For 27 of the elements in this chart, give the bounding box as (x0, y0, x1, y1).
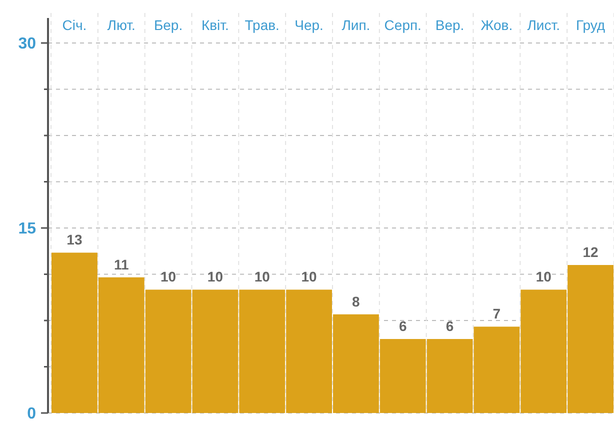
x-tick-label: Квіт. (201, 17, 229, 33)
data-label: 11 (114, 256, 129, 272)
x-tick-label: Серп. (384, 17, 422, 33)
y-tick-label: 0 (27, 406, 36, 423)
data-label: 6 (398, 318, 407, 334)
data-label: 7 (492, 306, 501, 322)
x-tick-label: Лип. (342, 17, 370, 33)
x-tick-label: Трав. (244, 17, 280, 33)
data-label: 8 (352, 293, 360, 310)
data-label: 12 (582, 244, 599, 260)
y-tick-label: 15 (18, 220, 36, 238)
data-label: 10 (536, 268, 552, 285)
x-tick-label: Січ. (62, 17, 87, 33)
data-label: 10 (207, 268, 224, 285)
data-label: 13 (66, 232, 82, 248)
x-tick-label: Лют. (107, 17, 136, 33)
x-tick-label: Чер. (294, 17, 324, 33)
x-tick-label: Груд (576, 17, 606, 33)
data-label: 6 (446, 318, 454, 334)
data-label: 10 (301, 268, 318, 285)
y-tick-label: 30 (18, 36, 36, 53)
x-tick-label: Жов. (480, 17, 513, 33)
x-tick-label: Вер. (435, 17, 464, 33)
x-tick-label: Бер. (154, 17, 183, 33)
data-label: 10 (254, 268, 270, 285)
data-label: 10 (160, 268, 176, 285)
x-tick-label: Лист. (527, 17, 560, 33)
